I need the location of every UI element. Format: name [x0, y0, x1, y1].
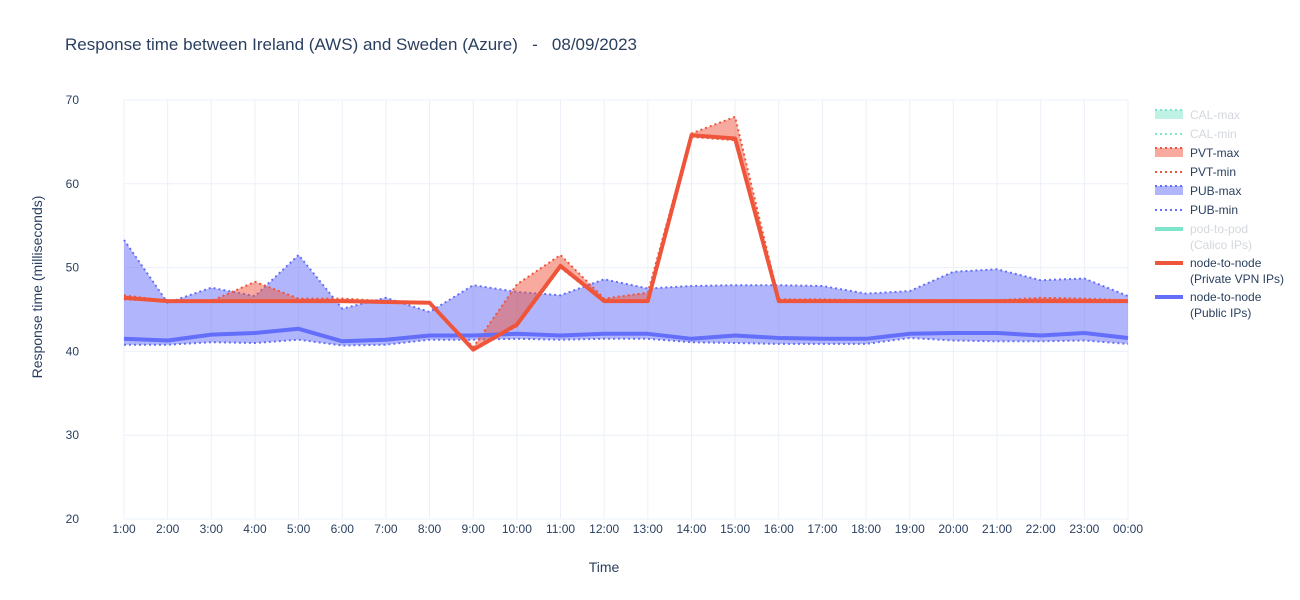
y-tick-label: 50: [66, 261, 80, 275]
legend-label: node-to-node: [1190, 256, 1262, 270]
x-tick-label: 2:00: [156, 522, 180, 536]
y-tick-label: 40: [66, 344, 80, 358]
legend-swatch: [1155, 148, 1183, 157]
legend-label: PUB-max: [1190, 184, 1241, 198]
legend-item: CAL-min: [1155, 127, 1237, 141]
x-tick-label: 1:00: [112, 522, 136, 536]
pub-max-area: [124, 239, 1128, 346]
legend-item: PVT-max: [1155, 146, 1239, 160]
legend-label: (Calico IPs): [1190, 238, 1252, 252]
legend-swatch: [1155, 186, 1183, 195]
x-tick-label: 17:00: [807, 522, 837, 536]
legend-label: PVT-min: [1190, 165, 1236, 179]
chart-title: Response time between Ireland (AWS) and …: [65, 35, 637, 54]
x-tick-label: 4:00: [243, 522, 267, 536]
legend-swatch: [1155, 110, 1183, 119]
x-tick-label: 16:00: [764, 522, 794, 536]
x-tick-label: 12:00: [589, 522, 619, 536]
x-axis-title: Time: [589, 559, 620, 575]
x-tick-label: 6:00: [331, 522, 355, 536]
x-tick-label: 5:00: [287, 522, 311, 536]
y-tick-label: 70: [66, 93, 80, 107]
legend-item: CAL-max: [1155, 108, 1240, 122]
legend-item: pod-to-pod (Calico IPs): [1155, 222, 1252, 252]
x-tick-label: 15:00: [720, 522, 750, 536]
legend-item: PVT-min: [1155, 165, 1236, 179]
x-tick-label: 19:00: [895, 522, 925, 536]
legend-item: node-to-node (Private VPN IPs): [1155, 256, 1284, 286]
x-tick-label: 13:00: [633, 522, 663, 536]
x-tick-label: 20:00: [938, 522, 968, 536]
legend-label: (Public IPs): [1190, 306, 1251, 320]
legend-label: CAL-min: [1190, 127, 1237, 141]
x-tick-label: 23:00: [1069, 522, 1099, 536]
legend-item: node-to-node (Public IPs): [1155, 290, 1262, 320]
legend-label: PVT-max: [1190, 146, 1239, 160]
band-areas: [123, 115, 1129, 350]
legend-label: node-to-node: [1190, 290, 1262, 304]
x-tick-label: 11:00: [546, 522, 575, 536]
x-axis-ticks: 1:00 2:00 3:00 4:00 5:00 6:00 7:00 8:00 9:00 10:0…: [112, 522, 1143, 536]
legend: CAL-max CAL-min PVT-max PVT-min PUB-max PUB-m…: [1155, 108, 1284, 320]
x-tick-label: 7:00: [374, 522, 398, 536]
x-tick-label: 14:00: [676, 522, 706, 536]
x-tick-label: 8:00: [418, 522, 442, 536]
legend-label: PUB-min: [1190, 203, 1238, 217]
legend-item: PUB-max: [1155, 184, 1241, 198]
x-tick-label: 18:00: [851, 522, 881, 536]
series-lines: [123, 133, 1129, 352]
series-line: [123, 326, 1129, 344]
legend-label: CAL-max: [1190, 108, 1240, 122]
y-tick-label: 60: [66, 177, 80, 191]
legend-item: PUB-min: [1155, 203, 1238, 217]
series-line: [123, 133, 1128, 352]
pub-max-line: [123, 239, 1129, 314]
y-tick-label: 30: [66, 428, 80, 442]
x-tick-label: 10:00: [502, 522, 532, 536]
x-tick-label: 21:00: [982, 522, 1012, 536]
legend-label: (Private VPN IPs): [1190, 272, 1284, 286]
y-tick-label: 20: [66, 512, 80, 526]
y-axis-ticks: 20 30 40 50 60 70: [66, 93, 80, 526]
x-tick-label: 9:00: [462, 522, 486, 536]
legend-label: pod-to-pod: [1190, 222, 1248, 236]
x-tick-label: 3:00: [200, 522, 224, 536]
x-tick-label: 22:00: [1026, 522, 1056, 536]
x-tick-label: 00:00: [1113, 522, 1143, 536]
y-axis-title: Response time (milliseconds): [29, 196, 45, 379]
